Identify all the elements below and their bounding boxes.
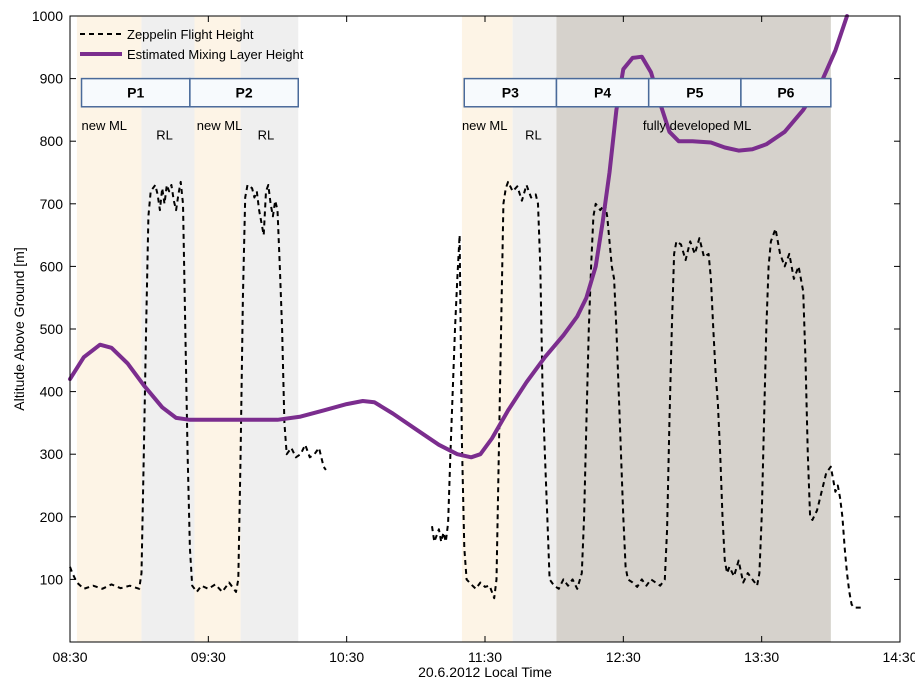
phase-label-p3: P3 xyxy=(502,85,519,101)
x-tick-label: 14:30 xyxy=(882,649,915,665)
series-line-mixing-layer-0 xyxy=(68,14,849,460)
series-line-flight-height-0 xyxy=(69,180,327,593)
annotation-1: RL xyxy=(156,127,173,142)
band-new-ml-4 xyxy=(461,16,513,642)
period-annotations: new ML RL new ML RL new ML RL fully developed … xyxy=(82,118,752,142)
y-tick-label: 200 xyxy=(40,509,64,525)
phase-label-p4: P4 xyxy=(594,85,611,101)
band-new-ml-2 xyxy=(194,16,241,642)
annotation-6: fully developed ML xyxy=(643,118,751,133)
y-tick-label: 1000 xyxy=(32,8,63,24)
annotation-0: new ML xyxy=(82,118,128,133)
phase-label-p1: P1 xyxy=(127,85,144,101)
x-tick-label: 08:30 xyxy=(52,649,87,665)
phase-label-p5: P5 xyxy=(686,85,703,101)
annotation-2: new ML xyxy=(197,118,243,133)
y-tick-label: 400 xyxy=(40,384,64,400)
annotation-3: RL xyxy=(258,127,275,142)
y-tick-label: 600 xyxy=(40,258,64,274)
y-tick-label: 700 xyxy=(40,196,64,212)
x-tick-label: 12:30 xyxy=(606,649,641,665)
band-rl-3 xyxy=(240,16,299,642)
x-axis-label: 20.6.2012 Local Time xyxy=(418,664,552,680)
band-new-ml-0 xyxy=(76,16,142,642)
legend-entry-mixing-layer: Estimated Mixing Layer Height xyxy=(127,47,304,62)
x-tick-label: 13:30 xyxy=(744,649,779,665)
phase-label-p6: P6 xyxy=(777,85,794,101)
annotation-4: new ML xyxy=(462,118,508,133)
phase-box-p4 xyxy=(555,77,650,108)
phase-boxes: P1 P2 P3 P4 P5 P6 xyxy=(80,77,832,108)
y-tick-label: 900 xyxy=(40,71,64,87)
legend: Zeppelin Flight Height Estimated Mixing … xyxy=(80,27,304,62)
plot-series xyxy=(68,14,864,609)
phase-box-p6 xyxy=(740,77,832,108)
x-tick-label: 10:30 xyxy=(329,649,364,665)
band-rl-1 xyxy=(141,16,195,642)
x-axis-ticks: 08:30 09:30 10:30 11:30 12:30 13:30 14:30 xyxy=(52,16,915,665)
y-axis-label: Altitude Above Ground [m] xyxy=(11,247,27,410)
series-line-flight-height-1 xyxy=(431,180,864,609)
y-tick-label: 300 xyxy=(40,446,64,462)
y-axis-ticks: 100 200 300 400 500 600 700 800 900 1000 xyxy=(32,8,900,587)
phase-box-p2 xyxy=(189,77,299,108)
y-tick-label: 500 xyxy=(40,321,64,337)
background-bands xyxy=(76,16,831,642)
y-tick-label: 800 xyxy=(40,133,64,149)
phase-box-p3 xyxy=(463,77,558,108)
legend-entry-flight-height: Zeppelin Flight Height xyxy=(127,27,254,42)
y-tick-label: 100 xyxy=(40,571,64,587)
phase-box-p1 xyxy=(80,77,191,108)
phase-label-p2: P2 xyxy=(236,85,253,101)
band-rl-5 xyxy=(512,16,557,642)
band-fully-developed-6 xyxy=(556,16,831,642)
annotation-5: RL xyxy=(525,127,542,142)
x-tick-label: 11:30 xyxy=(468,649,502,665)
x-tick-label: 09:30 xyxy=(191,649,226,665)
